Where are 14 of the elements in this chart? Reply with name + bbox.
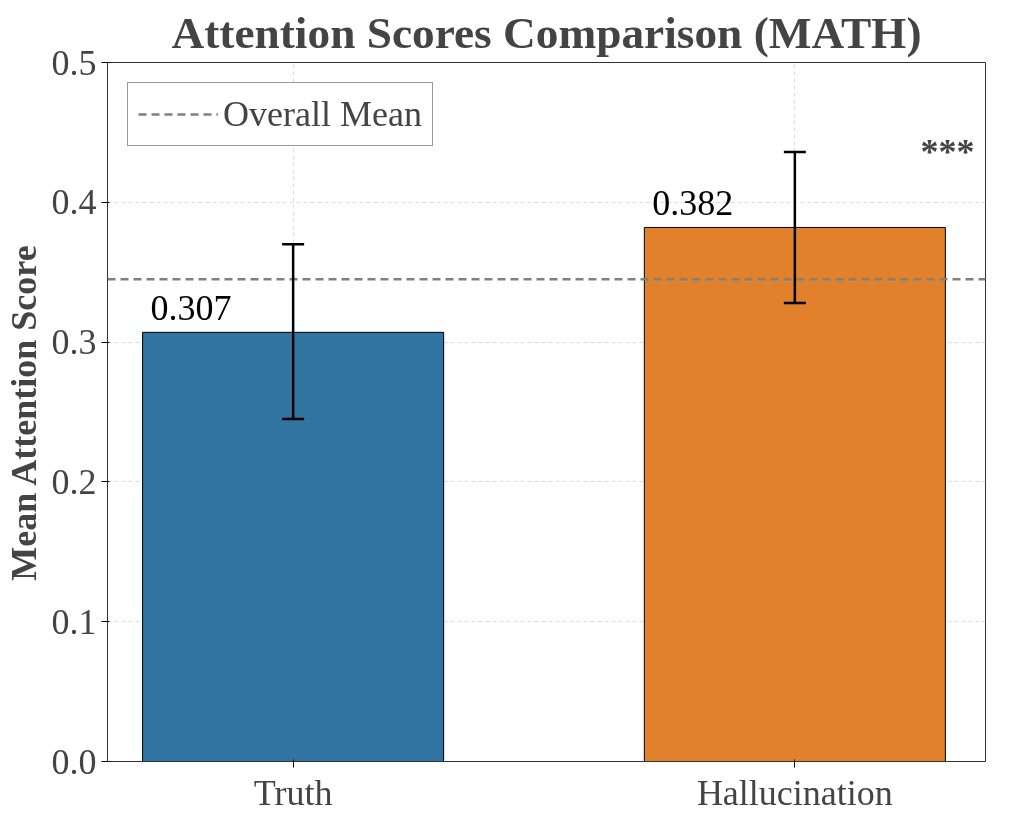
y-tick-label: 0.3	[51, 322, 97, 363]
x-tick-label: Truth	[253, 772, 333, 813]
annotation: ***	[920, 131, 975, 172]
data-label: 0.382	[652, 183, 734, 224]
y-tick-label: 0.5	[51, 42, 97, 83]
legend-label: Overall Mean	[223, 93, 422, 135]
y-tick-label: 0.4	[51, 182, 97, 223]
chart-title: Attention Scores Comparison (MATH)	[171, 7, 922, 58]
y-tick-label: 0.0	[51, 741, 97, 782]
x-tick-label: Hallucination	[696, 772, 893, 813]
y-tick-label: 0.2	[51, 461, 97, 502]
y-tick-label: 0.1	[51, 601, 97, 642]
y-axis-title: Mean Attention Score	[3, 245, 44, 581]
data-label: 0.307	[150, 288, 232, 329]
